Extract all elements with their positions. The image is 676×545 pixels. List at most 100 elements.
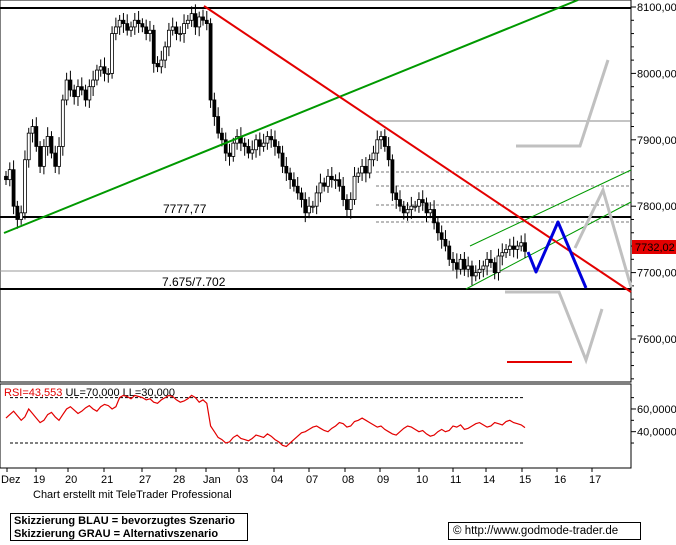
candle-body (443, 238, 448, 247)
candle-body (121, 19, 126, 25)
source-link[interactable]: © http://www.godmode-trader.de (448, 522, 641, 540)
candle-body (307, 205, 311, 214)
candle-body (79, 86, 84, 91)
candle-body (166, 29, 171, 48)
candle-body (148, 29, 152, 34)
rsi-series-line (5, 394, 526, 448)
candle-body (227, 152, 232, 157)
x-tick-label: 07 (306, 474, 318, 486)
candle-body (363, 165, 368, 174)
red-downtrend-line (203, 5, 632, 293)
candle-body (144, 26, 149, 34)
candle-body (409, 205, 414, 210)
candle-body (30, 126, 35, 134)
current-price-marker: 7732,02 (632, 240, 676, 254)
candle-body (83, 89, 88, 101)
legend-grey: Skizzierung GRAU = Alternativszenario (14, 528, 219, 540)
candle-body (250, 149, 255, 154)
candle-body (231, 142, 236, 157)
candle-body (125, 23, 130, 31)
candle-body (151, 29, 156, 64)
candle-body (178, 33, 183, 35)
candle-body (292, 179, 296, 187)
current-price-label: 7732,02 (635, 242, 675, 254)
x-tick-label: 15 (519, 474, 531, 486)
candle-body (216, 116, 221, 134)
candle-body (492, 262, 497, 274)
candle-body (299, 192, 304, 200)
candle-body (326, 175, 330, 187)
y-axis-ticks: 8100,00 8000,00 7900,00 7800,00 7700,00 7600,… (631, 2, 676, 380)
candle-body (329, 175, 334, 181)
candle-body (485, 258, 490, 267)
x-tick-label: 28 (173, 474, 185, 486)
candle-body (7, 169, 12, 181)
candle-body (129, 26, 133, 31)
candle-body (113, 26, 118, 34)
candle-body (72, 89, 77, 98)
x-tick-label: 27 (139, 474, 151, 486)
candle-body (15, 205, 20, 220)
candle-body (420, 199, 425, 204)
candle-body (367, 159, 372, 174)
candle-body (4, 175, 8, 181)
candle-body (519, 242, 524, 247)
candle-body (303, 199, 308, 214)
x-tick-label: 21 (101, 474, 113, 486)
candle-body (417, 199, 421, 207)
candle-body (117, 19, 122, 28)
candle-body (174, 26, 179, 34)
candle-body (288, 172, 293, 181)
candle-body (254, 139, 258, 151)
candle-body (246, 146, 251, 154)
y-tick-label: 8000,00 (637, 68, 676, 80)
candle-body (515, 245, 520, 250)
candle-body (68, 79, 73, 91)
candle-body (432, 209, 436, 224)
grey-scenario-lower-path (505, 290, 604, 365)
candle-body (470, 265, 474, 277)
copyright-icon: © (453, 525, 462, 537)
candle-body (462, 258, 467, 270)
green-uptrend-line (3, 0, 579, 234)
rsi-line (5, 394, 526, 448)
candle-body (26, 132, 31, 161)
candle-body (87, 86, 92, 101)
grey-scenario-middle-path (573, 185, 633, 288)
candle-body (76, 86, 80, 98)
x-tick-label: 04 (271, 474, 283, 486)
x-axis-ticks: Dez 19 20 21 27 28 Jan 03 04 07 08 09 10 11 14 15 16 17 (0, 467, 631, 486)
candle-body (375, 139, 380, 154)
candle-body (19, 212, 24, 220)
x-tick-label: 11 (450, 474, 461, 486)
candle-body (38, 146, 42, 167)
source-url: http://www.godmode-trader.de (464, 525, 619, 537)
candle-body (310, 205, 315, 208)
candle-body (102, 66, 107, 74)
candle-body (345, 199, 349, 210)
candle-body (136, 19, 141, 25)
candle-body (140, 23, 145, 28)
candle-body (189, 13, 194, 21)
candle-body (356, 172, 361, 177)
x-tick-label: 10 (416, 474, 428, 486)
channel-upper-line (469, 169, 632, 247)
candle-body (60, 99, 65, 147)
candle-body (428, 209, 433, 214)
chart-credit: Chart erstellt mit TeleTrader Profession… (33, 489, 232, 501)
blue-scenario-path (526, 220, 588, 289)
scenario-sketches (505, 59, 633, 365)
candle-body (507, 245, 512, 250)
candle-body (276, 146, 281, 154)
candle-body (489, 258, 493, 264)
x-tick-label: Jan (203, 474, 221, 486)
y-tick-label: 8100,00 (637, 2, 676, 14)
candle-body (53, 152, 58, 167)
rsi-tick-label: 40,0000 (637, 427, 676, 439)
candle-body (352, 175, 357, 200)
candle-body (49, 136, 54, 154)
candle-body (280, 152, 285, 167)
candle-body (98, 66, 103, 71)
trend-lines (3, 0, 632, 293)
